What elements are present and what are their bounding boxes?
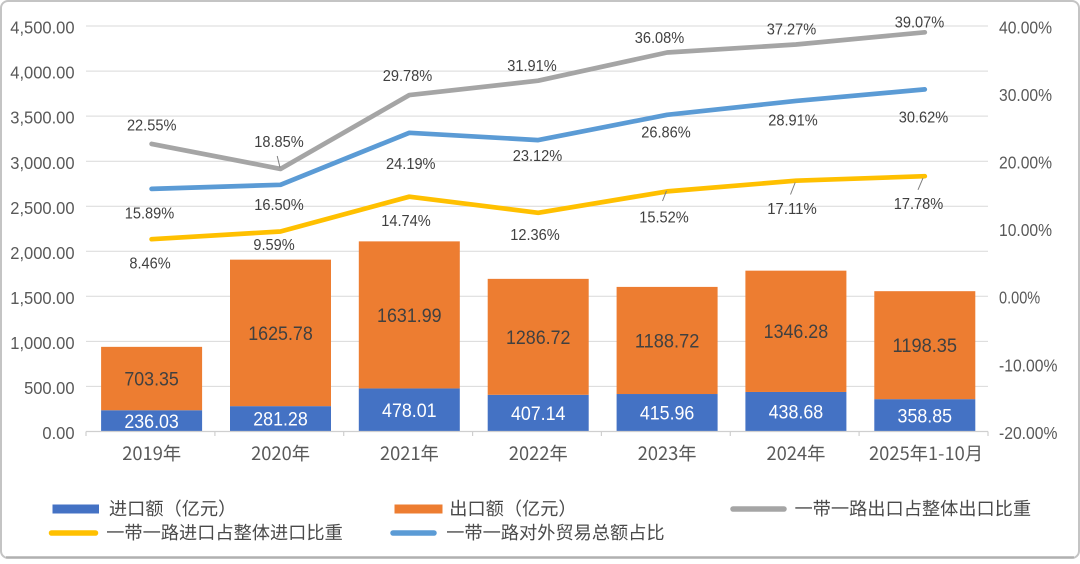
- svg-text:24.19%: 24.19%: [386, 156, 436, 173]
- svg-text:236.03: 236.03: [124, 411, 179, 433]
- svg-text:1198.35: 1198.35: [893, 335, 958, 357]
- svg-text:23.12%: 23.12%: [513, 148, 563, 165]
- svg-text:478.01: 478.01: [382, 400, 437, 422]
- svg-text:30.00%: 30.00%: [999, 85, 1052, 105]
- svg-text:415.96: 415.96: [640, 403, 695, 425]
- svg-text:15.52%: 15.52%: [639, 209, 689, 226]
- svg-text:-20.00%: -20.00%: [999, 423, 1058, 443]
- svg-text:438.68: 438.68: [769, 402, 824, 424]
- svg-text:30.62%: 30.62%: [899, 109, 949, 126]
- svg-text:703.35: 703.35: [124, 369, 179, 391]
- svg-text:1,500.00: 1,500.00: [10, 288, 74, 308]
- svg-text:1286.72: 1286.72: [506, 327, 571, 349]
- svg-text:1,000.00: 1,000.00: [10, 333, 74, 353]
- svg-text:22.55%: 22.55%: [127, 117, 177, 134]
- svg-text:10.00%: 10.00%: [999, 220, 1052, 240]
- svg-text:4,000.00: 4,000.00: [10, 63, 74, 83]
- svg-text:407.14: 407.14: [511, 403, 566, 425]
- svg-text:9.59%: 9.59%: [253, 237, 294, 254]
- svg-text:28.91%: 28.91%: [768, 112, 818, 129]
- svg-text:40.00%: 40.00%: [999, 17, 1052, 37]
- svg-text:3,500.00: 3,500.00: [10, 108, 74, 128]
- svg-text:37.27%: 37.27%: [767, 21, 817, 38]
- svg-text:36.08%: 36.08%: [635, 30, 685, 47]
- svg-text:14.74%: 14.74%: [381, 213, 431, 230]
- svg-text:1346.28: 1346.28: [764, 321, 829, 343]
- svg-text:3,000.00: 3,000.00: [10, 153, 74, 173]
- svg-text:4,500.00: 4,500.00: [10, 18, 74, 38]
- svg-text:0.00%: 0.00%: [999, 288, 1040, 308]
- svg-text:281.28: 281.28: [253, 409, 308, 431]
- svg-text:12.36%: 12.36%: [510, 227, 560, 244]
- svg-text:500.00: 500.00: [24, 378, 74, 398]
- svg-text:1188.72: 1188.72: [635, 330, 700, 352]
- svg-text:15.89%: 15.89%: [125, 205, 175, 222]
- svg-text:8.46%: 8.46%: [129, 255, 170, 272]
- svg-text:20.00%: 20.00%: [999, 153, 1052, 173]
- svg-text:-10.00%: -10.00%: [999, 355, 1058, 375]
- svg-text:1625.78: 1625.78: [248, 323, 313, 345]
- svg-text:16.50%: 16.50%: [254, 197, 304, 214]
- svg-text:17.78%: 17.78%: [894, 196, 944, 213]
- svg-text:26.86%: 26.86%: [641, 124, 691, 141]
- svg-text:2,500.00: 2,500.00: [10, 198, 74, 218]
- svg-text:31.91%: 31.91%: [507, 58, 557, 75]
- svg-text:2,000.00: 2,000.00: [10, 243, 74, 263]
- svg-text:17.11%: 17.11%: [767, 201, 817, 218]
- svg-text:18.85%: 18.85%: [254, 134, 304, 151]
- svg-text:1631.99: 1631.99: [377, 305, 442, 327]
- svg-text:39.07%: 39.07%: [895, 14, 945, 31]
- svg-text:0.00: 0.00: [42, 423, 74, 443]
- svg-text:29.78%: 29.78%: [383, 68, 433, 85]
- svg-text:358.85: 358.85: [898, 405, 953, 427]
